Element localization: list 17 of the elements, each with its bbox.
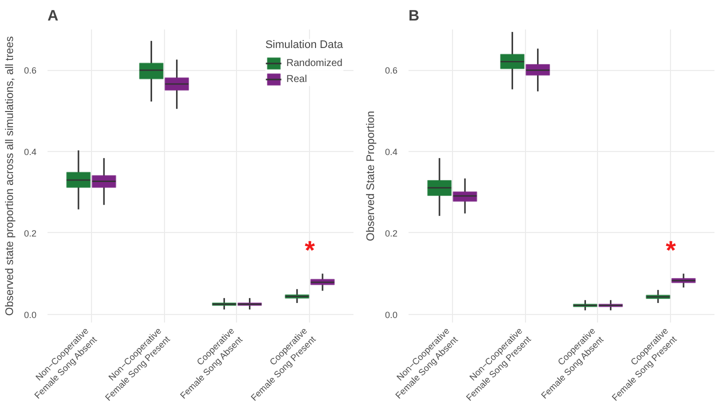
legend-label: Real bbox=[286, 72, 307, 86]
annotation: * bbox=[304, 235, 316, 266]
y-tick-label: 0.2 bbox=[24, 228, 37, 238]
y-tick-label: 0.6 bbox=[384, 66, 398, 76]
y-axis-title: Observed state proportion across all simulations, all trees bbox=[4, 36, 16, 316]
chart-title: A bbox=[48, 8, 58, 24]
chart-title: B bbox=[408, 8, 420, 24]
y-tick-label: 0.0 bbox=[384, 310, 398, 320]
y-tick-label: 0.4 bbox=[24, 147, 37, 158]
y-tick-label: 0.6 bbox=[24, 66, 37, 76]
y-axis-title: Observed State Proportion bbox=[364, 110, 377, 242]
legend-label: Randomized bbox=[286, 56, 342, 70]
legend-title: Simulation Data bbox=[265, 39, 343, 51]
y-tick-label: 0.2 bbox=[384, 228, 398, 238]
y-tick-label: 0.4 bbox=[384, 147, 398, 158]
y-tick-label: 0.0 bbox=[24, 310, 37, 320]
annotation: * bbox=[666, 235, 677, 266]
